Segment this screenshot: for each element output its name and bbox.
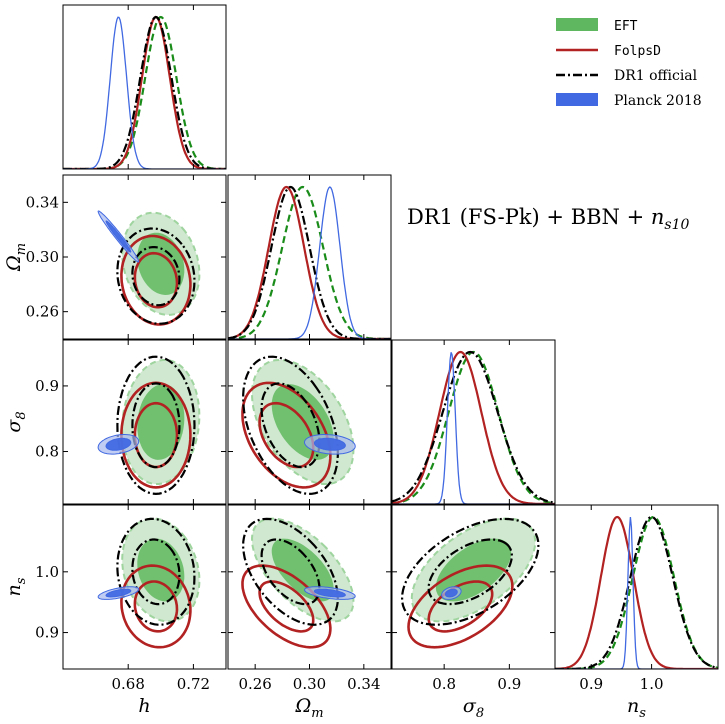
xtick-label: 0.30 [293,675,326,693]
panel-h-Omega_m [97,210,201,326]
contour-eft-1sigma [137,384,185,460]
panel-h-sigma8 [97,355,201,496]
xaxis-label-h: h [138,695,150,717]
panel-1d-ns [555,515,718,669]
xaxis-label-ns: ns [627,695,646,721]
contour-dr1-official-1sigma [131,382,181,469]
contour-dr1-official-2sigma [116,227,196,325]
ytick-label: 0.26 [26,303,59,321]
xtick-label: 0.8 [432,675,456,693]
marginal-dr1-official [228,185,391,339]
contour-planck-2018-1sigma [105,588,132,598]
xtick-label: 0.9 [497,675,521,693]
contour-folpsd-2sigma [120,381,192,489]
xtick-label: 0.72 [177,675,210,693]
xtick-label: 1.0 [640,675,664,693]
panel-frame [554,504,719,670]
contour-dr1-official-1sigma [131,538,181,606]
marginal-folpsd [63,15,226,169]
marginal-eft [228,185,391,339]
panel-Omega_m-ns [241,517,356,649]
contour-planck-2018-1sigma [444,588,458,598]
yaxis-label-sigma8: σ8 [3,411,29,432]
panel-frame [62,339,227,505]
contour-dr1-official-2sigma [242,355,339,496]
xtick-label: 0.9 [579,675,603,693]
contour-folpsd-1sigma [133,580,179,633]
contour-dr1-official-2sigma [116,355,196,496]
ytick-label: 1.0 [35,563,59,581]
panel-frame [62,4,227,170]
legend-label: FolpsD [614,44,661,59]
xtick-label: 0.34 [347,675,380,693]
xaxis-label-sigma8: σ8 [463,695,484,721]
ytick-label: 0.34 [26,193,59,211]
marginal-planck-2018 [555,517,718,669]
panel-1d-sigma8 [392,350,555,504]
panel-sigma8-ns [400,517,540,649]
marginal-dr1-official [392,350,555,504]
legend-swatch [556,93,598,106]
ytick-label: 0.8 [35,443,59,461]
contour-eft-1sigma [435,538,512,602]
marginal-planck-2018 [63,16,226,169]
ytick-label: 0.9 [35,377,59,395]
panel-1d-h [63,15,226,169]
panel-1d-Omega_m [228,185,391,339]
contour-eft-1sigma [137,538,185,602]
contour-folpsd-1sigma [427,580,494,633]
ytick-label: 0.9 [35,624,59,642]
xtick-label: 0.26 [238,675,271,693]
xtick-label: 0.68 [111,675,144,693]
contour-planck-2018-1sigma [105,437,132,451]
marginal-eft [63,15,226,169]
contour-eft-1sigma [271,538,334,602]
contour-planck-2018-1sigma [313,588,346,598]
marginal-dr1-official [63,15,226,169]
yaxis-label-Omega_m: Ωm [3,243,29,272]
panel-h-ns [97,517,201,649]
legend-swatch [556,18,598,31]
yaxis-label-ns: ns [3,577,29,596]
legend-label: Planck 2018 [614,93,702,109]
legend-label: DR1 official [614,68,698,84]
contour-folpsd-2sigma [241,381,332,489]
marginal-folpsd [555,515,718,669]
contour-planck-2018-1sigma [313,437,346,451]
contour-folpsd-1sigma [258,580,315,633]
contour-dr1-official-2sigma [116,517,196,626]
figure-title: DR1 (FS-Pk) + BBN + ns10 [407,205,690,233]
marginal-folpsd [392,350,555,504]
marginal-folpsd [228,185,391,339]
panel-frame [391,339,556,505]
ytick-label: 0.30 [26,248,59,266]
marginal-eft [392,350,555,504]
contour-folpsd-2sigma [120,564,192,649]
contour-planck-2018-1sigma [105,220,132,253]
contour-dr1-official-2sigma [400,517,540,626]
panel-frame [62,504,227,670]
legend: EFT FolpsD DR1 official Planck 2018 [556,18,702,109]
legend-label: EFT [614,19,638,34]
panel-Omega_m-sigma8 [241,355,356,496]
xaxis-label-Omega_m: Ωm [294,695,323,721]
contour-folpsd-2sigma [407,564,514,649]
contour-dr1-official-1sigma [427,538,514,606]
